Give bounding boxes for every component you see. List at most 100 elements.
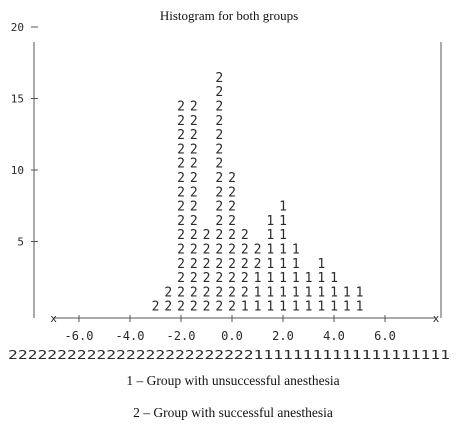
- bin-count-glyph: 2: [228, 243, 236, 258]
- bin-count-glyph: 2: [177, 300, 185, 315]
- bin-count-glyph: 2: [177, 128, 185, 143]
- bin-count-glyph: 1: [356, 285, 364, 300]
- bin-count-glyph: 2: [215, 157, 223, 172]
- bin-count-glyph: 1: [266, 285, 274, 300]
- bin-count-glyph: 1: [330, 285, 338, 300]
- bin-count-glyph: 2: [190, 128, 198, 143]
- bin-count-glyph: 2: [215, 114, 223, 129]
- y-tick-label: 10: [11, 164, 24, 177]
- bin-count-glyph: 2: [215, 142, 223, 157]
- bin-count-glyph: 1: [343, 285, 351, 300]
- bin-count-glyph: 1: [292, 243, 300, 258]
- bin-count-glyph: 2: [254, 243, 262, 258]
- histogram-bin: 11: [343, 285, 351, 314]
- bin-count-glyph: 2: [215, 243, 223, 258]
- bin-count-glyph: 1: [279, 200, 287, 215]
- bin-count-glyph: 1: [266, 300, 274, 315]
- bin-count-glyph: 1: [305, 300, 313, 315]
- bin-count-glyph: 2: [190, 243, 198, 258]
- bin-count-glyph: 2: [215, 285, 223, 300]
- bin-count-glyph: 2: [177, 157, 185, 172]
- bin-count-glyph: 1: [266, 257, 274, 272]
- bin-count-glyph: 2: [215, 171, 223, 186]
- bin-count-glyph: 2: [177, 142, 185, 157]
- x-tick-label: -6.0: [65, 329, 94, 343]
- bin-count-glyph: 2: [241, 228, 249, 243]
- bin-count-glyph: 2: [228, 228, 236, 243]
- bin-count-glyph: 2: [190, 171, 198, 186]
- bin-count-glyph: 2: [228, 271, 236, 286]
- histogram-bin: 2: [152, 300, 160, 315]
- bin-count-glyph: 1: [279, 214, 287, 229]
- bin-count-glyph: 1: [305, 285, 313, 300]
- bin-count-glyph: 2: [177, 243, 185, 258]
- histogram-bin: 111: [305, 271, 313, 315]
- bin-count-glyph: 1: [292, 271, 300, 286]
- histogram-bin: 222222: [203, 228, 211, 315]
- bin-count-glyph: 2: [215, 257, 223, 272]
- bin-count-glyph: 2: [177, 100, 185, 115]
- bin-count-glyph: 2: [203, 285, 211, 300]
- bin-count-glyph: 2: [190, 228, 198, 243]
- bin-count-glyph: 1: [317, 285, 325, 300]
- bin-count-glyph: 1: [343, 300, 351, 315]
- bin-count-glyph: 1: [266, 228, 274, 243]
- bin-count-glyph: 1: [241, 300, 249, 315]
- histogram-bin: 1111111: [266, 214, 274, 315]
- x-tick-label: -2.0: [167, 329, 196, 343]
- x-tick-label: 4.0: [323, 329, 345, 343]
- bin-count-glyph: 1: [292, 300, 300, 315]
- bin-count-glyph: 2: [215, 128, 223, 143]
- bin-count-glyph: 2: [215, 85, 223, 100]
- bin-count-glyph: 1: [279, 243, 287, 258]
- histogram-bin: 11111111: [279, 200, 287, 315]
- histogram-bin: 2222222222: [228, 171, 236, 315]
- y-axis-ticks: 20 15 10 5: [11, 21, 38, 249]
- bin-count-glyph: 2: [152, 300, 160, 315]
- bin-count-glyph: 1: [266, 243, 274, 258]
- bin-count-glyph: 2: [190, 285, 198, 300]
- bin-count-glyph: 2: [203, 228, 211, 243]
- bin-count-glyph: 1: [279, 285, 287, 300]
- bin-count-glyph: 2: [215, 214, 223, 229]
- bin-count-glyph: 2: [215, 185, 223, 200]
- x-axis-end-right: x: [433, 312, 440, 325]
- bin-count-glyph: 2: [215, 300, 223, 315]
- x-axis-end-left: x: [50, 312, 57, 325]
- bin-count-glyph: 2: [203, 257, 211, 272]
- bin-count-glyph: 1: [317, 300, 325, 315]
- histogram-bin: 11111: [292, 243, 300, 315]
- bin-count-glyph: 2: [254, 257, 262, 272]
- y-tick-label: 20: [11, 21, 24, 34]
- bin-count-glyph: 2: [215, 271, 223, 286]
- bin-count-glyph: 2: [228, 185, 236, 200]
- histogram-bins: 2 222222222222222222222222222222222222222…: [152, 71, 364, 315]
- bin-count-glyph: 2: [164, 285, 172, 300]
- histogram-bin: 22222222222222222: [215, 71, 223, 315]
- bin-count-glyph: 2: [228, 200, 236, 215]
- bin-count-glyph: 1: [266, 271, 274, 286]
- bin-count-glyph: 1: [254, 271, 262, 286]
- bin-count-glyph: 1: [305, 271, 313, 286]
- bin-count-glyph: 1: [330, 300, 338, 315]
- x-tick-label: -4.0: [116, 329, 145, 343]
- bin-count-glyph: 2: [203, 300, 211, 315]
- bin-count-glyph: 2: [177, 200, 185, 215]
- histogram-bin: 22: [164, 285, 172, 314]
- bin-count-glyph: 1: [292, 257, 300, 272]
- bin-count-glyph: 2: [215, 228, 223, 243]
- bin-count-glyph: 1: [356, 300, 364, 315]
- histogram-bin: 222222222222222: [177, 100, 185, 315]
- bin-count-glyph: 2: [190, 114, 198, 129]
- bin-count-glyph: 1: [279, 257, 287, 272]
- bin-count-glyph: 2: [203, 243, 211, 258]
- bin-count-glyph: 2: [177, 185, 185, 200]
- bin-count-glyph: 1: [279, 271, 287, 286]
- bin-count-glyph: 2: [177, 271, 185, 286]
- histogram-bin: 111: [330, 271, 338, 315]
- bin-count-glyph: 2: [228, 285, 236, 300]
- bin-count-glyph: 2: [177, 214, 185, 229]
